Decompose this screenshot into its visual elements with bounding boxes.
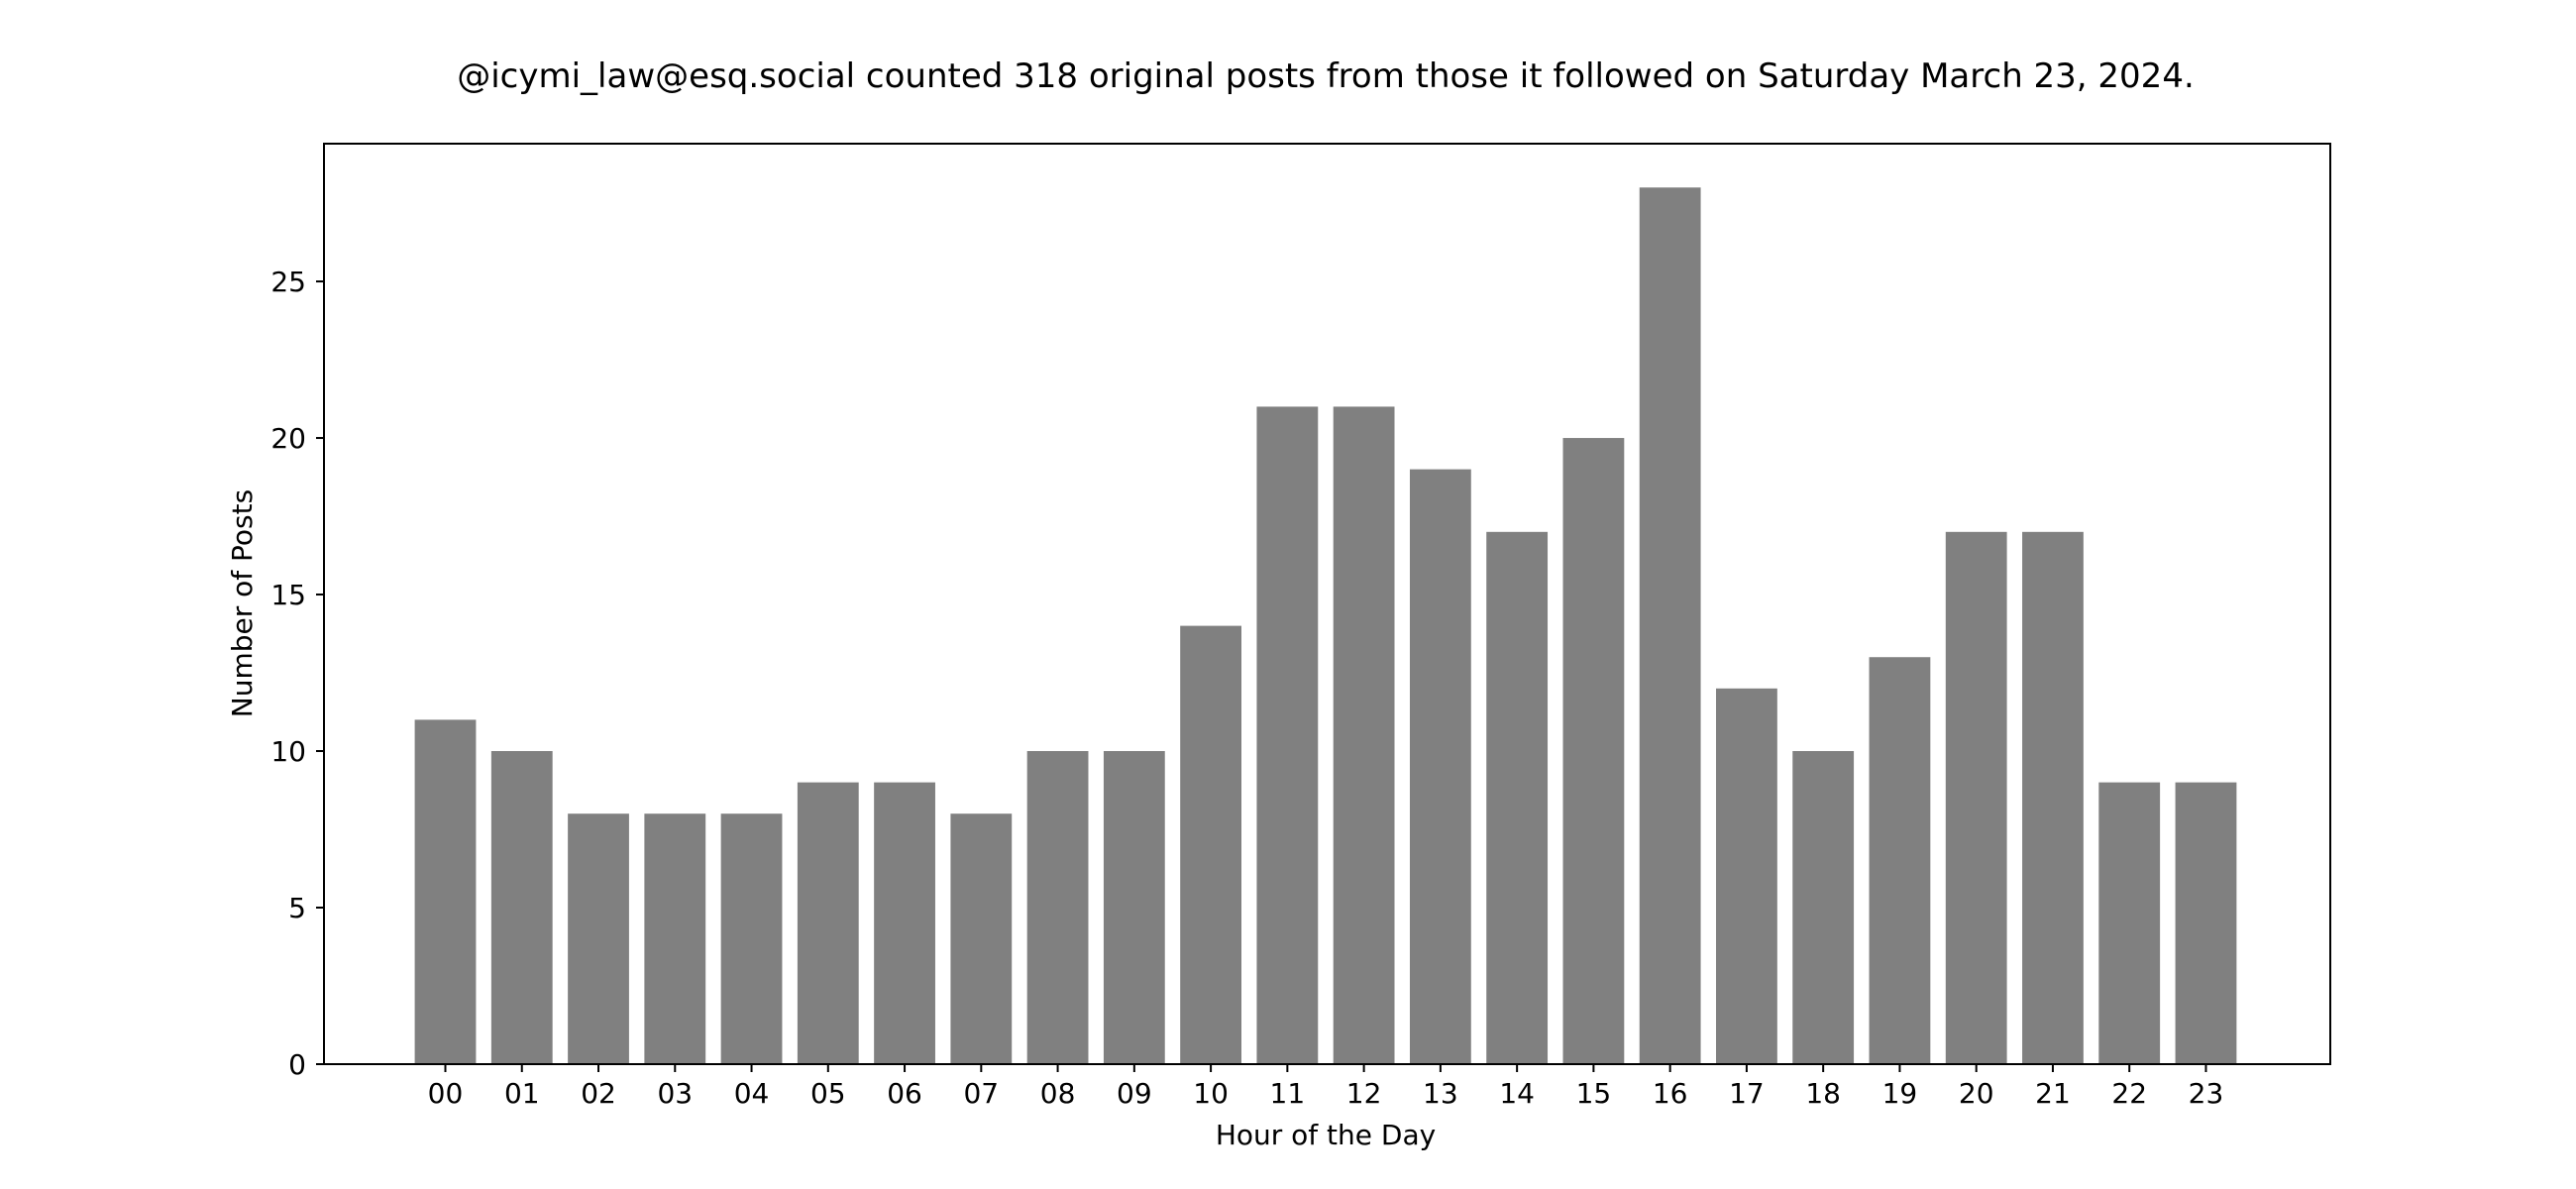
y-axis: 0 5 10 15 20 25 (270, 266, 324, 1081)
y-tick-label: 25 (270, 266, 306, 298)
y-axis-label: Number of Posts (226, 489, 259, 717)
x-axis: 00 01 02 03 04 05 06 07 08 09 10 11 12 13 14 15 16 17 18 19… (428, 1064, 2224, 1110)
y-tick-label: 5 (288, 892, 306, 924)
bar-01 (490, 751, 553, 1064)
bar-15 (1562, 438, 1625, 1064)
bar-07 (950, 813, 1013, 1064)
bar-02 (568, 813, 629, 1064)
bar-19 (1869, 657, 1931, 1064)
x-tick-label: 07 (963, 1077, 999, 1110)
bar-20 (1945, 531, 2007, 1064)
plot-frame (323, 143, 2331, 1065)
bar-06 (874, 782, 935, 1064)
y-tick-label: 20 (270, 422, 306, 455)
bar-10 (1180, 625, 1241, 1064)
bar-18 (1792, 751, 1855, 1064)
bar-05 (797, 782, 859, 1064)
bar-08 (1026, 751, 1089, 1064)
bar-11 (1256, 406, 1319, 1064)
x-tick-label: 05 (810, 1077, 846, 1110)
bar-14 (1486, 531, 1549, 1064)
x-tick-label: 01 (504, 1077, 540, 1110)
bar-03 (644, 813, 706, 1064)
x-axis-label: Hour of the Day (1216, 1119, 1436, 1151)
bar-22 (2098, 782, 2161, 1064)
y-tick-label: 0 (288, 1048, 306, 1081)
x-tick-label: 10 (1193, 1077, 1229, 1110)
bar-16 (1639, 187, 1701, 1065)
x-tick-label: 23 (2189, 1077, 2224, 1110)
bar-21 (2022, 531, 2084, 1064)
y-tick-label: 15 (270, 579, 306, 611)
bar-00 (414, 719, 477, 1064)
y-tick-label: 10 (270, 735, 306, 768)
x-tick-label: 06 (887, 1077, 922, 1110)
x-tick-label: 17 (1729, 1077, 1765, 1110)
x-tick-label: 14 (1499, 1077, 1535, 1110)
x-tick-label: 15 (1576, 1077, 1612, 1110)
x-tick-label: 20 (1959, 1077, 1994, 1110)
x-tick-label: 09 (1117, 1077, 1152, 1110)
x-tick-label: 11 (1270, 1077, 1306, 1110)
x-tick-label: 16 (1653, 1077, 1688, 1110)
x-tick-label: 18 (1805, 1077, 1841, 1110)
bar-04 (720, 813, 783, 1064)
x-tick-label: 04 (734, 1077, 770, 1110)
x-tick-label: 13 (1423, 1077, 1458, 1110)
x-tick-label: 03 (657, 1077, 693, 1110)
bar-23 (2175, 782, 2237, 1064)
bar-17 (1716, 688, 1777, 1064)
chart-title: @icymi_law@esq.social counted 318 origin… (457, 56, 2195, 96)
x-tick-label: 00 (428, 1077, 464, 1110)
bar-13 (1409, 469, 1471, 1064)
bars-group (414, 187, 2237, 1065)
x-tick-label: 21 (2035, 1077, 2071, 1110)
x-tick-label: 08 (1040, 1077, 1076, 1110)
x-tick-label: 22 (2111, 1077, 2147, 1110)
bar-09 (1103, 751, 1165, 1064)
x-tick-label: 12 (1346, 1077, 1382, 1110)
x-tick-label: 19 (1882, 1077, 1918, 1110)
x-tick-label: 02 (581, 1077, 616, 1110)
bar-12 (1333, 406, 1395, 1064)
